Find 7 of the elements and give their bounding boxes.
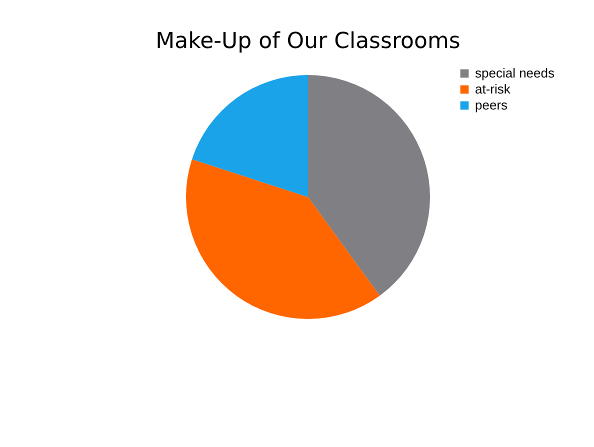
pie-slice — [192, 75, 308, 197]
pie-slice — [308, 75, 430, 296]
legend-label: special needs — [475, 66, 555, 80]
legend-label: at-risk — [475, 82, 511, 96]
pie-slice — [186, 159, 380, 319]
chart-title: Make-Up of Our Classrooms — [156, 29, 460, 54]
legend-label: peers — [475, 98, 508, 112]
